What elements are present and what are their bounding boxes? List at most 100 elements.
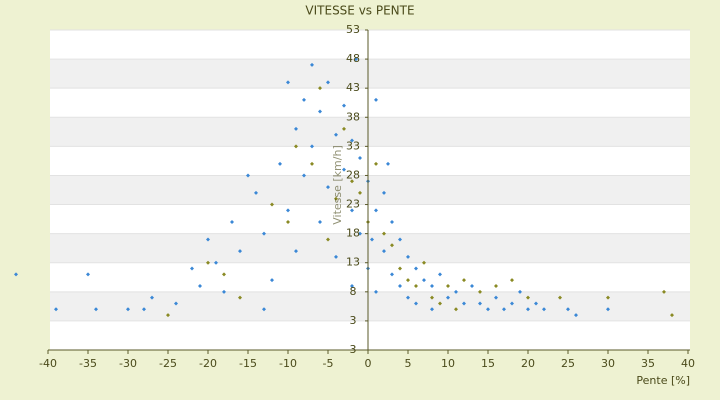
point xyxy=(262,307,266,312)
point xyxy=(374,289,378,294)
point xyxy=(406,295,410,300)
x-tick-label: 5 xyxy=(405,357,412,370)
point xyxy=(350,208,354,213)
y-tick-label: 53 xyxy=(346,23,360,36)
point xyxy=(374,97,378,102)
point xyxy=(398,266,402,271)
point xyxy=(438,272,442,277)
y-tick-label: 18 xyxy=(346,227,360,240)
point xyxy=(382,249,386,254)
point xyxy=(494,284,498,288)
point xyxy=(390,220,394,224)
point xyxy=(446,295,450,300)
point xyxy=(430,307,434,312)
point xyxy=(354,57,358,62)
point xyxy=(198,284,202,288)
point xyxy=(430,284,434,288)
x-axis-label: Pente [%] xyxy=(636,374,690,387)
point xyxy=(390,272,394,277)
point xyxy=(454,307,458,312)
point xyxy=(246,173,250,178)
point xyxy=(414,266,418,271)
point xyxy=(510,301,514,306)
x-tick-label: 30 xyxy=(601,357,615,370)
point xyxy=(54,307,58,312)
point xyxy=(294,249,298,254)
point xyxy=(222,272,226,277)
point xyxy=(422,278,426,283)
point xyxy=(310,161,314,166)
point xyxy=(350,138,354,143)
point xyxy=(386,161,390,166)
point xyxy=(126,307,130,312)
x-tick-label: 15 xyxy=(481,357,495,370)
point xyxy=(150,295,154,300)
x-tick-label: -40 xyxy=(39,357,57,370)
point xyxy=(270,202,274,207)
x-tick-label: 35 xyxy=(641,357,655,370)
point xyxy=(566,307,570,312)
point xyxy=(94,307,98,312)
point xyxy=(342,126,346,131)
y-tick-label: 43 xyxy=(346,81,360,94)
point xyxy=(326,237,330,242)
point xyxy=(374,208,378,213)
point xyxy=(462,278,466,283)
point xyxy=(302,97,306,102)
x-tick-label: -25 xyxy=(159,357,177,370)
chart-title: VITESSE vs PENTE xyxy=(305,4,414,18)
point xyxy=(358,231,362,236)
y-tick-label: 38 xyxy=(346,110,360,123)
x-tick-label: -15 xyxy=(239,357,257,370)
grid-band xyxy=(50,59,690,89)
point xyxy=(206,237,210,242)
x-tick-label: 0 xyxy=(365,357,372,370)
y-tick-label: 33 xyxy=(346,139,360,152)
point xyxy=(486,307,490,312)
point xyxy=(358,190,362,195)
point xyxy=(446,284,450,288)
point xyxy=(286,80,290,85)
point xyxy=(438,301,442,306)
point xyxy=(190,266,194,271)
x-tick-label: 40 xyxy=(681,357,695,370)
y-axis-label: Vitesse [km/h] xyxy=(331,145,344,225)
point xyxy=(534,301,538,306)
point xyxy=(310,144,314,149)
point xyxy=(526,307,530,312)
grid-band xyxy=(50,117,690,147)
point xyxy=(286,220,290,224)
x-tick-label: -5 xyxy=(323,357,334,370)
point xyxy=(206,260,210,265)
point xyxy=(214,260,218,265)
point xyxy=(390,243,394,248)
point xyxy=(478,301,482,306)
point xyxy=(502,307,506,312)
point xyxy=(398,237,402,242)
point xyxy=(334,132,338,137)
point xyxy=(142,307,146,312)
point xyxy=(174,301,178,306)
grid-band xyxy=(50,175,690,205)
point xyxy=(278,161,282,166)
y-tick-label: 8 xyxy=(350,285,357,298)
x-tick-label: -35 xyxy=(79,357,97,370)
point xyxy=(542,307,546,312)
point xyxy=(270,278,274,283)
point xyxy=(318,109,322,114)
y-tick-label: 13 xyxy=(346,256,360,269)
point xyxy=(430,295,434,300)
point xyxy=(326,185,330,190)
point xyxy=(342,167,346,172)
point xyxy=(326,80,330,85)
point xyxy=(606,307,610,312)
point xyxy=(370,237,374,242)
point xyxy=(262,231,266,236)
point xyxy=(606,295,610,300)
point xyxy=(286,208,290,213)
point xyxy=(518,289,522,294)
point xyxy=(350,284,354,288)
point xyxy=(318,86,322,91)
point xyxy=(406,254,410,259)
point xyxy=(462,301,466,306)
